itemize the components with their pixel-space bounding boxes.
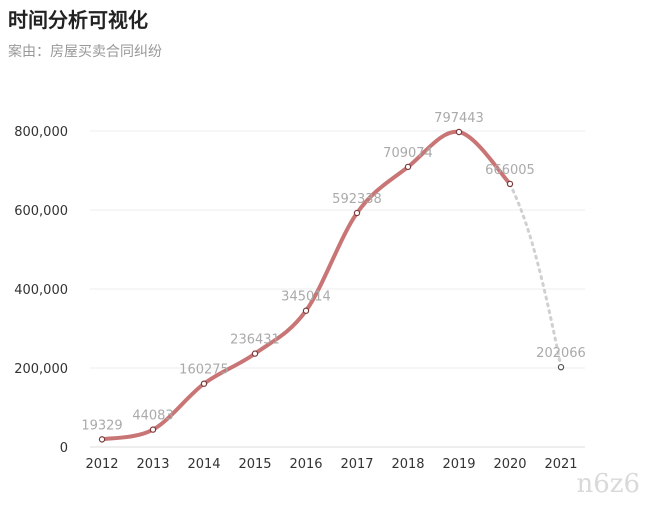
data-point [200,380,208,387]
series-line [100,130,563,442]
data-label: 44083 [132,409,173,424]
data-point [302,307,310,314]
y-tick-label: 0 [60,441,68,456]
data-label: 345014 [281,290,331,305]
data-point [506,180,514,188]
x-tick-label: 2018 [391,457,424,472]
data-label: 797443 [434,111,484,126]
x-tick-label: 2014 [187,457,220,472]
data-point [404,163,412,171]
x-tick-label: 2021 [544,457,577,472]
grid-lines [90,130,585,448]
data-point [149,426,157,433]
data-label: 709074 [383,146,433,161]
data-label: 160275 [179,363,229,378]
x-tick-label: 2012 [85,457,118,472]
x-tick-label: 2015 [238,457,271,472]
x-tick-label: 2013 [136,457,169,472]
y-tick-label: 400,000 [14,283,68,298]
data-points [98,128,565,443]
data-point [557,363,565,371]
series-line-projection [508,182,563,369]
x-tick-label: 2016 [289,457,322,472]
data-point [251,350,259,357]
data-point [98,436,106,443]
data-label: 19329 [81,418,122,433]
x-tick-label: 2020 [493,457,526,472]
watermark: n6z6 [576,469,640,499]
y-tick-label: 200,000 [14,362,68,377]
chart-title: 时间分析可视化 [8,8,148,32]
data-point [353,209,361,217]
x-axis-ticks: 2012 2013 2014 2015 2016 2017 2018 2019 2020 2021 [85,457,577,472]
data-label: 202066 [536,346,586,361]
x-tick-label: 2017 [340,457,373,472]
series-line-solid [100,130,512,442]
data-label: 666005 [485,163,535,178]
y-axis-ticks: 0 200,000 400,000 600,000 800,000 [14,125,68,456]
data-point [455,128,463,136]
data-label: 236431 [230,333,280,348]
data-label: 592338 [332,192,382,207]
y-tick-label: 600,000 [14,204,68,219]
x-tick-label: 2019 [442,457,475,472]
chart-subtitle: 案由：房屋买卖合同纠纷 [8,44,162,60]
y-tick-label: 800,000 [14,125,68,140]
